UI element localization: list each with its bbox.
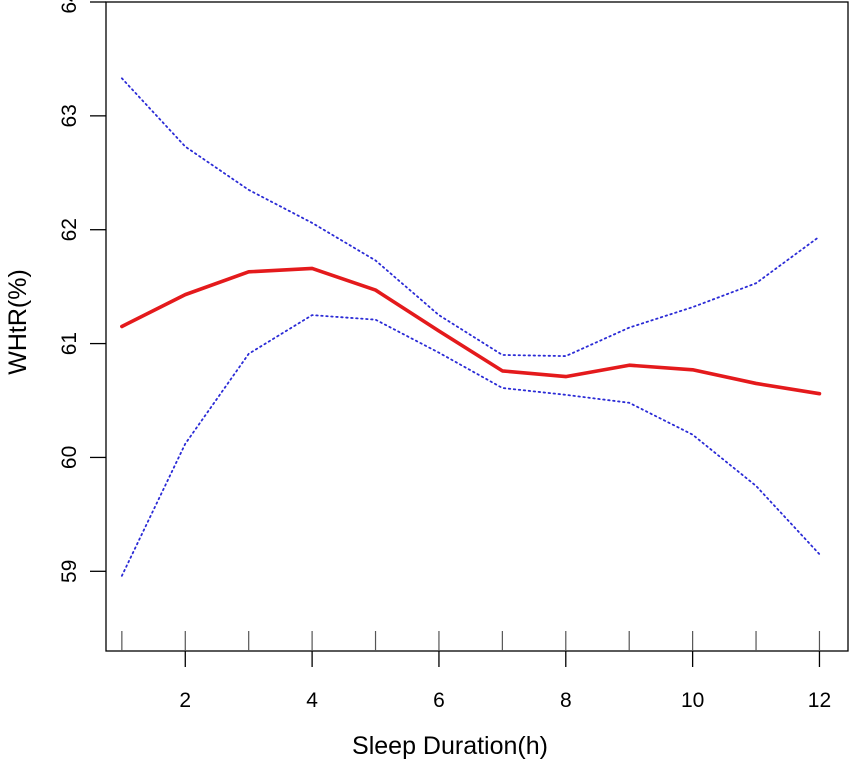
y-tick-label-59: 59 (58, 560, 81, 583)
x-tick-label-10: 10 (681, 689, 704, 712)
y-tick-label-61: 61 (58, 332, 81, 355)
series-layer (120, 77, 822, 577)
y-axis-title: WHtR(%) (4, 269, 32, 375)
y-tick-label-60: 60 (58, 446, 81, 469)
x-axis: 2 4 6 8 10 12 (179, 651, 831, 712)
plot-frame (105, 1, 849, 652)
x-tick-label-4: 4 (306, 689, 318, 712)
y-tick-label-64: 64 (58, 0, 81, 14)
series-line-upper-ci (120, 77, 821, 358)
series-line-estimate (120, 266, 822, 396)
rug-layer (121, 631, 821, 651)
x-tick-label-12: 12 (808, 689, 831, 712)
x-tick-label-6: 6 (433, 689, 445, 712)
y-tick-label-62: 62 (58, 218, 81, 241)
x-tick-label-8: 8 (560, 689, 572, 712)
series-line-lower-ci (120, 314, 821, 577)
x-tick-label-2: 2 (179, 689, 191, 712)
y-axis: 59 60 61 62 63 64 (58, 0, 106, 583)
y-tick-label-63: 63 (58, 104, 81, 127)
x-axis-title: Sleep Duration(h) (352, 732, 548, 760)
